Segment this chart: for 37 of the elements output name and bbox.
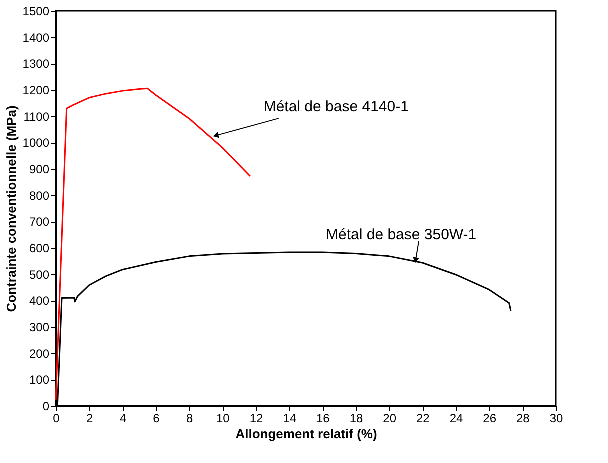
y-tick-label: 0	[42, 400, 50, 414]
annotation: Métal de base 4140-1	[264, 98, 409, 116]
y-tick-label: 200	[29, 346, 50, 361]
x-tick-label: 28	[516, 412, 530, 426]
line-series	[55, 88, 252, 401]
y-tick-label: 900	[29, 162, 50, 176]
y-tick-label: 1000	[22, 136, 50, 150]
x-axis-title: Allongement relatif (%)	[236, 426, 378, 442]
x-tick-label: 10	[216, 412, 230, 426]
y-tick-label: 1200	[22, 84, 50, 98]
y-tick-label: 1500	[22, 4, 50, 18]
y-tick-label: 1100	[24, 110, 50, 124]
x-tick-label: 18	[350, 412, 364, 426]
x-tick-label: 0	[53, 412, 60, 426]
x-tick-label: 22	[416, 412, 430, 426]
x-tick-label: 14	[283, 412, 297, 426]
x-tick-label: 16	[316, 412, 330, 426]
x-tick-label: 26	[483, 412, 497, 426]
x-tick-label: 6	[153, 412, 160, 426]
x-tick-label: 12	[250, 412, 264, 426]
annotation: Métal de base 350W-1	[326, 226, 477, 244]
x-tick-label: 24	[450, 412, 464, 426]
y-tick-label: 300	[29, 320, 50, 334]
x-tick-label: 20	[383, 412, 397, 426]
x-tick-label: 8	[186, 412, 194, 426]
y-tick-label: 1300	[22, 57, 50, 72]
y-tick-label: 600	[29, 242, 50, 256]
x-tick-label: 2	[86, 412, 94, 426]
y-tick-label: 500	[29, 268, 50, 282]
y-tick-label: 700	[29, 215, 50, 230]
y-tick-label: 400	[29, 294, 50, 308]
y-axis-title: Contrainte conventionnelle (MPa)	[4, 106, 19, 312]
y-tick-label: 800	[29, 188, 50, 203]
x-tick-label: 30	[550, 412, 564, 426]
x-tick-label: 4	[120, 412, 127, 426]
y-tick-label: 100	[29, 373, 50, 388]
y-tick-label: 1400	[22, 30, 50, 45]
